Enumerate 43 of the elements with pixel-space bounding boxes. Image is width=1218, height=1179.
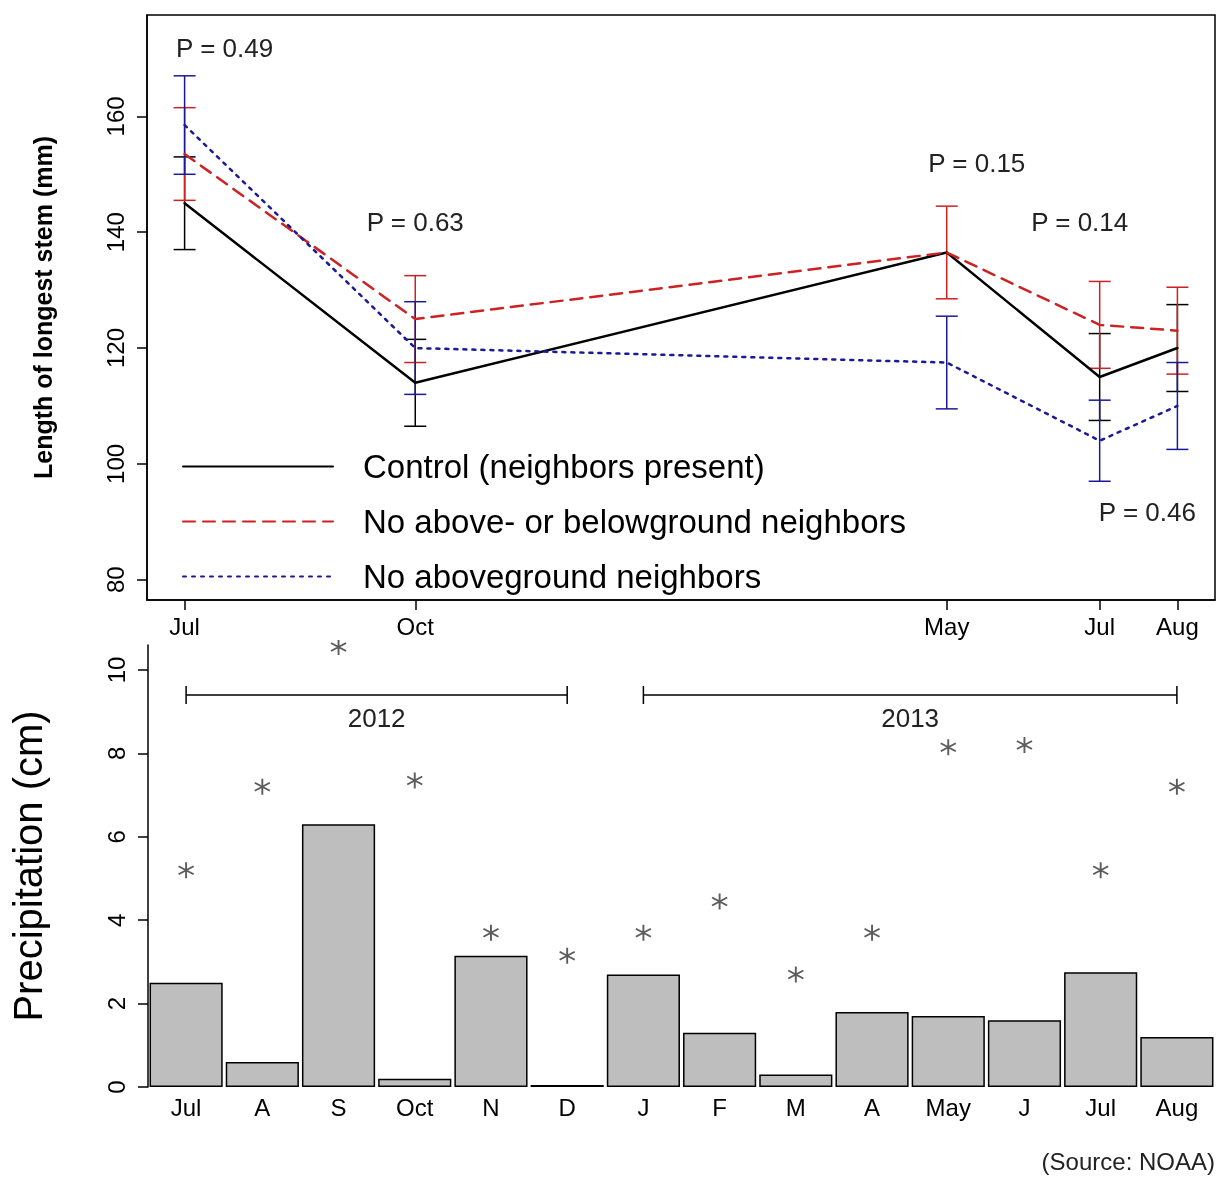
annotation: 2012 (347, 703, 406, 734)
y-tick-label: 80 (101, 566, 129, 594)
x-tick-label: J (637, 1093, 650, 1121)
x-tick-label: May (924, 612, 970, 640)
x-tick-label: Jul (170, 1093, 202, 1121)
y-tick-label: 140 (101, 212, 129, 253)
x-tick-label: N (482, 1093, 500, 1121)
annotation: P = 0.15 (928, 148, 1026, 178)
x-tick-label: A (864, 1093, 881, 1121)
y-tick-label: 6 (102, 830, 130, 844)
legend-label: No above- or belowground neighbors (363, 503, 907, 540)
x-tick-label: Aug (1155, 1093, 1199, 1121)
x-tick-label: J (1018, 1093, 1031, 1121)
x-tick-label: Jul (1085, 1093, 1117, 1121)
x-tick-label: S (330, 1093, 347, 1121)
annotation: P = 0.14 (1031, 207, 1129, 237)
y-tick-label: 10 (102, 656, 130, 684)
y-tick-label: 100 (101, 443, 129, 484)
x-tick-label: Oct (396, 1093, 434, 1121)
x-tick-label: F (712, 1093, 727, 1121)
x-tick-label: A (254, 1093, 271, 1121)
x-tick-label: Jul (1084, 612, 1116, 640)
x-tick-label: Jul (169, 612, 200, 640)
legend-label: Control (neighbors present) (363, 448, 765, 485)
annotation: P = 0.49 (176, 33, 274, 63)
y-tick-label: 2 (102, 996, 130, 1011)
annotation: P = 0.46 (1098, 497, 1196, 527)
y-tick-label: 4 (102, 913, 130, 927)
y-axis-title: Length of longest stem (mm) (28, 135, 57, 480)
x-tick-label: Aug (1156, 612, 1199, 640)
x-tick-label: D (558, 1093, 576, 1121)
y-tick-label: 8 (102, 746, 130, 761)
text: (Source: NOAA) (1041, 1147, 1216, 1175)
annotation: P = 0.63 (366, 207, 464, 237)
y-tick-label: 120 (101, 328, 129, 369)
x-tick-label: M (785, 1093, 806, 1121)
x-tick-label: Oct (396, 612, 435, 640)
legend-label: No aboveground neighbors (363, 558, 762, 595)
y-axis-title: Precipitation (cm) (6, 710, 50, 1022)
annotation: 2013 (881, 703, 940, 734)
x-tick-label: May (925, 1093, 971, 1121)
y-tick-label: 160 (101, 96, 129, 137)
y-tick-label: 0 (102, 1080, 130, 1094)
